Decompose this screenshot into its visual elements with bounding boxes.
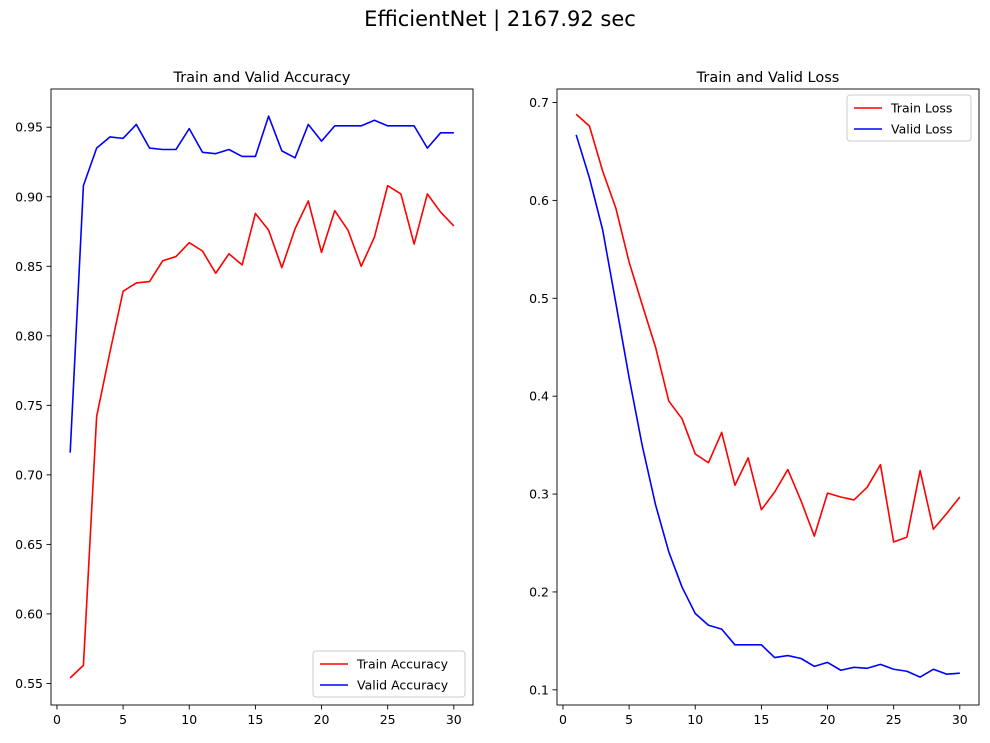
x-tick-label: 0 — [53, 712, 61, 727]
legend-box — [312, 650, 466, 698]
y-tick-label: 0.65 — [15, 537, 43, 552]
legend-label: Valid Loss — [891, 122, 953, 137]
x-tick-label: 30 — [446, 712, 462, 727]
legend-label: Valid Accuracy — [357, 678, 449, 693]
legend-label: Train Accuracy — [356, 657, 449, 672]
y-tick-label: 0.85 — [15, 259, 43, 274]
series-line-1 — [69, 115, 454, 453]
chart-title: Train and Valid Accuracy — [172, 70, 350, 86]
series-line-1 — [575, 134, 960, 678]
series-line-0 — [575, 113, 961, 543]
series-line-0 — [69, 184, 455, 679]
accuracy-chart: Train and Valid Accuracy 0 5 10 15 20 25 30 0.5… — [15, 70, 474, 727]
y-tick-label: 0.80 — [15, 328, 43, 343]
y-tick-label: 0.75 — [15, 398, 43, 413]
axes-frame — [556, 88, 980, 706]
legend-label: Train Loss — [890, 101, 952, 116]
x-tick-label: 30 — [952, 712, 968, 727]
y-tick-label: 0.6 — [529, 193, 549, 208]
axes-frame — [50, 88, 474, 706]
y-tick-label: 0.60 — [15, 606, 43, 621]
x-tick-label: 10 — [687, 712, 703, 727]
x-tick-label: 25 — [380, 712, 396, 727]
x-tick-label: 0 — [559, 712, 567, 727]
legend: Train Loss Valid Loss — [846, 94, 972, 142]
y-tick-label: 0.95 — [15, 120, 43, 135]
chart-title: Train and Valid Loss — [696, 70, 840, 86]
x-tick-label: 15 — [753, 712, 769, 727]
y-tick-label: 0.2 — [529, 584, 549, 599]
x-tick-label: 15 — [247, 712, 263, 727]
x-tick-label: 5 — [119, 712, 127, 727]
y-tick-label: 0.7 — [529, 95, 549, 110]
y-tick-label: 0.3 — [529, 487, 549, 502]
y-tick-label: 0.4 — [529, 389, 549, 404]
y-tick-label: 0.55 — [15, 676, 43, 691]
x-tick-label: 25 — [886, 712, 902, 727]
y-tick-label: 0.1 — [529, 682, 549, 697]
x-tick-label: 20 — [820, 712, 836, 727]
legend: Train Accuracy Valid Accuracy — [312, 650, 466, 698]
x-tick-label: 5 — [625, 712, 633, 727]
y-tick-label: 0.5 — [529, 291, 549, 306]
loss-chart: Train and Valid Loss 0 5 10 15 20 25 30 0.1 0.2 0… — [529, 70, 980, 727]
x-tick-label: 10 — [181, 712, 197, 727]
figure-suptitle: EfficientNet | 2167.92 sec — [364, 7, 636, 32]
x-tick-label: 20 — [314, 712, 330, 727]
y-tick-label: 0.90 — [15, 189, 43, 204]
y-tick-label: 0.70 — [15, 467, 43, 482]
